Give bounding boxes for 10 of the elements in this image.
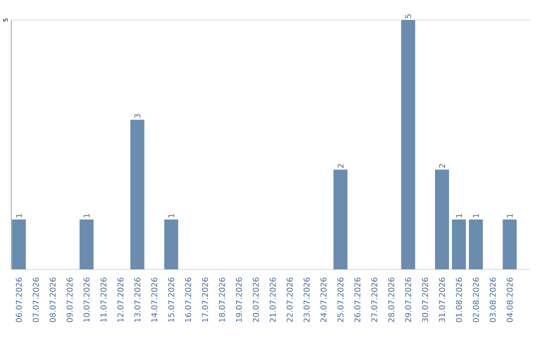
bar	[12, 219, 26, 270]
bar	[401, 20, 416, 270]
bar	[80, 219, 94, 270]
bar	[333, 170, 348, 270]
bar	[502, 219, 517, 270]
bar	[435, 170, 449, 270]
bar	[452, 219, 466, 270]
bar	[130, 120, 144, 270]
bar	[468, 219, 483, 270]
bar	[164, 219, 178, 270]
